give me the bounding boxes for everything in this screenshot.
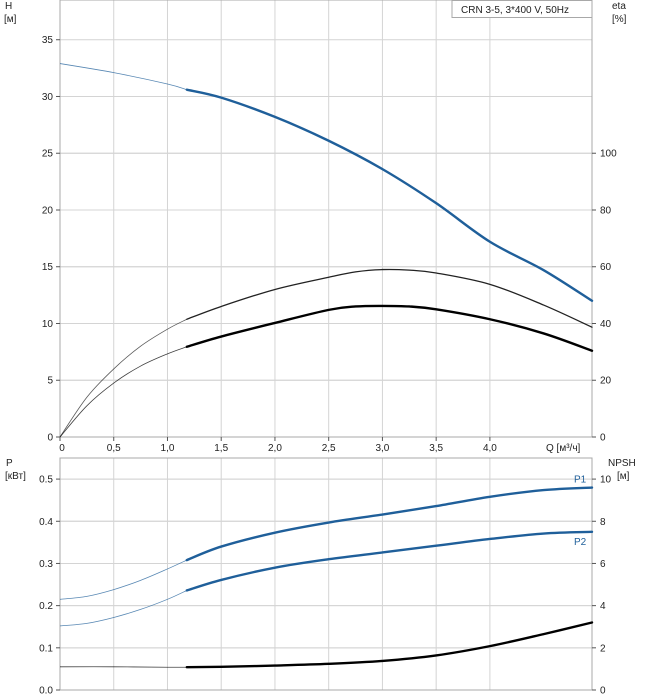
- x-tick-label: 1,0: [161, 443, 175, 454]
- series-line-operating: [185, 88, 594, 302]
- series-line-extension: [59, 559, 187, 600]
- right-axis: 0 2 4 6 8 10: [592, 475, 612, 697]
- x-axis-label: Q [м³/ч]: [546, 443, 581, 454]
- x-tick-label: 4,0: [483, 443, 497, 454]
- y-tick-label: 5: [47, 376, 53, 387]
- vertical-gridlines: [59, 0, 491, 437]
- chart-title-box: CRN 3-5, 3*400 V, 50Hz: [451, 0, 593, 18]
- y-tick-label: 0.3: [39, 559, 53, 570]
- series-1-0: P1: [59, 475, 594, 600]
- y-tick-label: 25: [42, 149, 54, 160]
- series-line-operating: [185, 304, 594, 352]
- head-efficiency-panel: 0 5 10 15 20 25 30 35 0 20 40 60 80 100 H [м] eta [%] 0 0,5…: [4, 0, 627, 454]
- y-tick-label: 0: [47, 433, 53, 444]
- series-label: P1: [574, 475, 587, 486]
- y2-axis-unit: [%]: [612, 14, 627, 25]
- series-label: P2: [574, 537, 587, 548]
- y-tick-label: 0.5: [39, 475, 53, 486]
- y-tick-label: 0.2: [39, 601, 53, 612]
- y-tick-label: 35: [42, 35, 54, 46]
- y-tick-label: 10: [42, 319, 54, 330]
- x-tick-label: 3,0: [375, 443, 389, 454]
- y2-tick-label: 4: [600, 601, 606, 612]
- vertical-gridlines: [59, 458, 491, 690]
- series-line-operating: [185, 530, 594, 592]
- title-box-frame: [451, 0, 593, 18]
- power-npsh-panel: 0.0 0.1 0.2 0.3 0.4 0.5 0 2 4 6 8 10 P [кВт] NPSH [м] P1…: [5, 457, 636, 697]
- y2-tick-label: 100: [600, 149, 617, 160]
- series-line-operating: [185, 621, 594, 669]
- horizontal-gridlines: [60, 478, 592, 691]
- plot-frame: [59, 457, 593, 691]
- y2-tick-label: 60: [600, 262, 612, 273]
- right-axis: 0 20 40 60 80 100: [592, 149, 617, 444]
- series-line-operating: [186, 268, 593, 328]
- y2-tick-label: 10: [600, 475, 612, 486]
- y-axis-unit: [кВт]: [5, 471, 26, 482]
- series-line-extension: [59, 346, 187, 438]
- y2-tick-label: 8: [600, 517, 606, 528]
- left-axis: 0.0 0.1 0.2 0.3 0.4 0.5: [39, 475, 60, 697]
- y-tick-label: 0.4: [39, 517, 53, 528]
- y2-axis-unit: [м]: [617, 471, 630, 482]
- series-0-2: [59, 304, 594, 438]
- plot-frame: [59, 0, 593, 438]
- y2-axis-label: eta: [612, 1, 626, 12]
- series-line-extension: [59, 63, 187, 91]
- series-1-2: [59, 621, 594, 669]
- chart-title: CRN 3-5, 3*400 V, 50Hz: [461, 5, 569, 16]
- series-1-1: P2: [59, 530, 594, 627]
- series-line-extension: [59, 590, 187, 627]
- x-tick-label: 3,5: [429, 443, 443, 454]
- y2-tick-label: 0: [600, 686, 606, 697]
- series-line-operating: [185, 486, 594, 562]
- y-axis-unit: [м]: [4, 14, 17, 25]
- y2-axis-label: NPSH: [608, 458, 636, 469]
- y-axis-label: P: [6, 458, 13, 469]
- x-tick-label: 1,5: [214, 443, 228, 454]
- y2-tick-label: 2: [600, 643, 606, 654]
- y2-tick-label: 0: [600, 433, 606, 444]
- x-tick-label: 0,5: [107, 443, 121, 454]
- y2-tick-label: 6: [600, 559, 606, 570]
- x-tick-label: 0: [59, 443, 65, 454]
- y-tick-label: 20: [42, 205, 54, 216]
- y-axis-label: H: [5, 1, 12, 12]
- x-tick-label: 2,0: [268, 443, 282, 454]
- x-tick-label: 2,5: [322, 443, 336, 454]
- series-0-0: [59, 63, 594, 302]
- horizontal-gridlines: [60, 39, 592, 438]
- y-tick-label: 30: [42, 92, 54, 103]
- series-0-1: [59, 268, 593, 438]
- x-axis: 0 0,5 1,0 1,5 2,0 2,5 3,0 3,5 4,0 Q [м³/ч]: [59, 437, 581, 454]
- y-tick-label: 15: [42, 262, 54, 273]
- y2-tick-label: 40: [600, 319, 612, 330]
- y-tick-label: 0.0: [39, 686, 53, 697]
- y-tick-label: 0.1: [39, 643, 53, 654]
- y2-tick-label: 80: [600, 205, 612, 216]
- y2-tick-label: 20: [600, 376, 612, 387]
- series-line-extension: [59, 318, 188, 438]
- left-axis: 0 5 10 15 20 25 30 35: [42, 35, 60, 444]
